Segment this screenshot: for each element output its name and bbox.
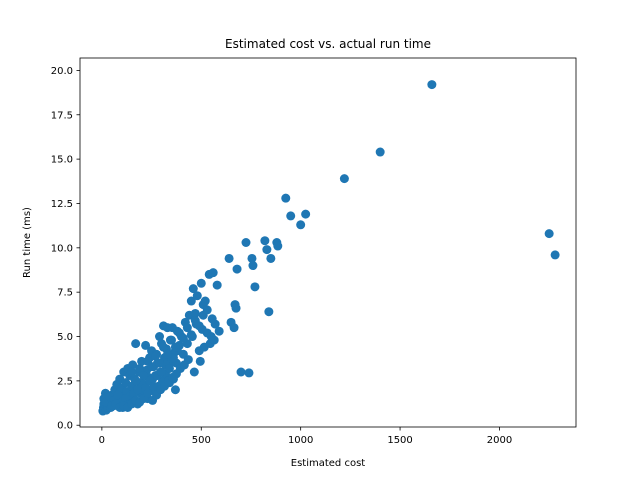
x-tick-label: 2000 [487, 435, 512, 446]
y-tick-label: 5.0 [57, 332, 73, 343]
data-point [229, 323, 239, 333]
data-points [98, 80, 560, 416]
data-point [264, 307, 274, 317]
data-point [131, 376, 141, 386]
data-point [157, 367, 167, 377]
data-point [183, 355, 193, 365]
data-point [190, 308, 200, 318]
data-point [250, 282, 260, 292]
data-point [195, 356, 205, 366]
data-point [212, 280, 222, 290]
y-tick-label: 15.0 [51, 155, 73, 166]
y-axis-title: Run time (ms) [22, 207, 33, 278]
data-point [260, 236, 270, 246]
x-tick-label: 1000 [288, 435, 313, 446]
data-point [224, 253, 234, 263]
data-point [236, 367, 246, 377]
chart-title: Estimated cost vs. actual run time [225, 37, 431, 51]
data-point [273, 241, 283, 251]
data-point [135, 363, 145, 373]
y-tick-label: 10.0 [51, 243, 73, 254]
data-point [149, 381, 159, 391]
data-point [296, 220, 306, 230]
data-point [544, 229, 554, 239]
data-point [151, 351, 161, 361]
data-point [128, 360, 138, 370]
data-point [248, 261, 258, 271]
data-point [262, 245, 272, 255]
x-axis-title: Estimated cost [291, 458, 366, 469]
data-point [375, 147, 385, 157]
data-point [210, 319, 220, 329]
data-point [427, 80, 437, 90]
data-point [143, 388, 153, 398]
data-point [232, 264, 242, 274]
data-point [286, 211, 296, 221]
data-point [188, 284, 198, 294]
data-point [247, 253, 257, 263]
data-point [202, 305, 212, 315]
data-point [170, 342, 180, 352]
data-point [200, 296, 210, 306]
data-point [281, 193, 291, 203]
y-tick-label: 0.0 [57, 421, 73, 432]
data-point [208, 268, 218, 278]
data-point [155, 358, 165, 368]
x-tick-label: 0 [99, 435, 105, 446]
data-point [166, 335, 176, 345]
data-point [178, 333, 188, 343]
data-point [186, 296, 196, 306]
data-point [194, 321, 204, 331]
y-tick-label: 20.0 [51, 66, 73, 77]
y-tick-label: 7.5 [57, 288, 73, 299]
y-tick-label: 17.5 [51, 110, 73, 121]
data-point [162, 349, 172, 359]
data-point [139, 371, 149, 381]
plot-frame [79, 57, 577, 428]
y-tick-label: 12.5 [51, 199, 73, 210]
data-point [113, 390, 123, 400]
data-point [170, 385, 180, 395]
x-tick-label: 500 [192, 435, 211, 446]
data-point [155, 332, 165, 342]
data-point [266, 253, 276, 263]
data-point [189, 367, 199, 377]
data-point [147, 362, 157, 372]
data-point [550, 250, 560, 260]
data-point [339, 174, 349, 184]
data-point [186, 330, 196, 340]
y-tick-label: 2.5 [57, 376, 73, 387]
data-point [231, 303, 241, 313]
data-point [209, 335, 219, 345]
data-point [158, 342, 168, 352]
data-point [214, 326, 224, 336]
data-point [244, 368, 254, 378]
data-point [196, 278, 206, 288]
data-point [131, 339, 141, 349]
x-axis: 0 500 1000 1500 2000 [99, 427, 512, 446]
data-point [127, 367, 137, 377]
data-point [141, 340, 151, 350]
y-axis: 0.0 2.5 5.0 7.5 10.0 12.5 15.0 17.5 20.0 [51, 66, 80, 432]
data-point [164, 363, 174, 373]
data-point [241, 238, 251, 247]
x-tick-label: 1500 [387, 435, 412, 446]
data-point [133, 385, 143, 395]
data-point [182, 323, 192, 333]
data-point [192, 291, 202, 301]
data-point [301, 209, 311, 219]
